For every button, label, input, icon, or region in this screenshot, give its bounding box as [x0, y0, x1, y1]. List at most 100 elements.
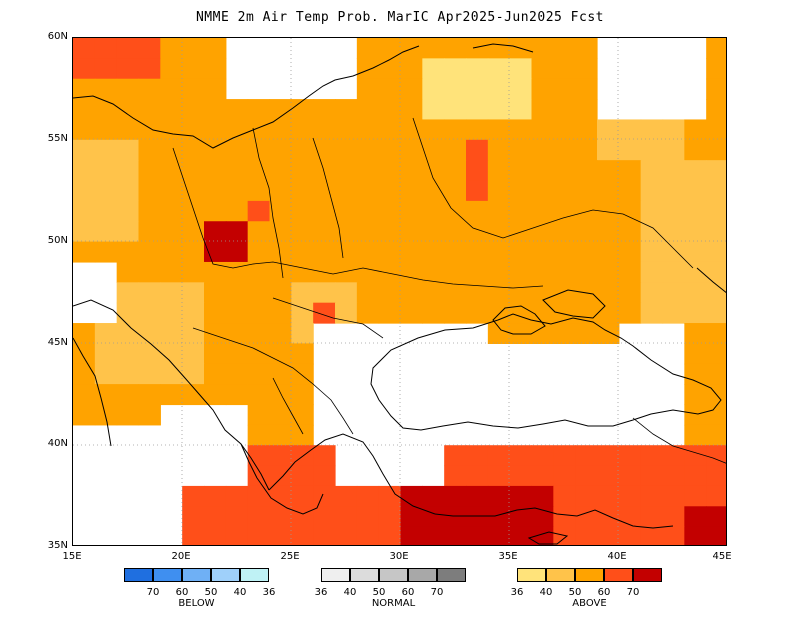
probability-cell — [138, 363, 161, 385]
probability-cell — [378, 506, 402, 528]
probability-cell — [116, 119, 140, 141]
probability-cell — [466, 302, 489, 324]
probability-cell — [269, 323, 292, 344]
probability-cell — [94, 119, 118, 141]
probability-cell — [269, 160, 292, 182]
probability-cell — [269, 241, 292, 263]
probability-cell — [531, 58, 554, 80]
probability-cell — [247, 200, 271, 222]
probability-cell — [509, 58, 533, 80]
probability-cell — [618, 139, 642, 161]
probability-cell — [94, 78, 118, 100]
probability-cell — [553, 526, 576, 545]
probability-cell — [204, 119, 227, 141]
probability-cell — [225, 506, 249, 528]
lat-label-45n: 45N — [47, 337, 68, 348]
legend-normal-swatch — [408, 568, 437, 582]
probability-cell — [291, 221, 314, 243]
probability-cell — [335, 526, 358, 545]
probability-cell — [116, 221, 140, 243]
probability-cell — [640, 485, 664, 507]
probability-cell — [204, 384, 227, 406]
probability-cell — [444, 160, 467, 182]
finland-coast — [472, 43, 534, 53]
probability-cell — [466, 241, 489, 263]
probability-cell — [247, 221, 271, 243]
probability-cell — [225, 200, 249, 222]
probability-cell — [116, 139, 140, 161]
probability-cell — [662, 485, 685, 507]
probability-cell — [247, 445, 271, 467]
probability-cell — [706, 302, 726, 324]
probability-cell — [487, 485, 511, 507]
probability-cell — [509, 78, 533, 100]
probability-cell — [400, 119, 423, 141]
probability-cell — [160, 139, 183, 161]
probability-cell — [269, 200, 292, 222]
border-line — [252, 127, 284, 279]
probability-cell — [444, 526, 467, 545]
probability-cell — [684, 506, 707, 528]
probability-cell — [291, 139, 314, 161]
probability-cell — [247, 160, 271, 182]
probability-cell — [575, 526, 598, 545]
probability-cell — [204, 58, 227, 80]
legend-tick: 60 — [175, 587, 189, 598]
probability-cell — [247, 139, 271, 161]
probability-cell — [378, 302, 402, 324]
probability-cell — [662, 506, 685, 528]
probability-cell — [225, 343, 249, 365]
probability-cell — [575, 465, 598, 487]
probability-cell — [640, 200, 664, 222]
probability-cell — [618, 526, 642, 545]
probability-cell — [356, 282, 380, 304]
probability-cell — [204, 160, 227, 182]
probability-cell — [94, 363, 118, 385]
probability-cell — [575, 241, 598, 263]
probability-cell — [553, 445, 576, 467]
probability-cell — [706, 404, 726, 426]
probability-cell — [116, 261, 140, 283]
probability-cell — [313, 221, 336, 243]
probability-cell — [509, 200, 533, 222]
legend-normal-swatch — [437, 568, 466, 582]
legend-tick: 36 — [262, 587, 276, 598]
probability-cell — [444, 465, 467, 487]
probability-cell — [138, 160, 161, 182]
probability-cell — [553, 200, 576, 222]
probability-cell — [400, 485, 423, 507]
probability-cell — [662, 302, 685, 324]
probability-cell — [706, 119, 726, 141]
probability-cell — [247, 302, 271, 324]
probability-cell — [531, 506, 554, 528]
italy-coast — [73, 337, 112, 447]
probability-cell — [553, 261, 576, 283]
black-sea-coast — [370, 313, 722, 431]
probability-cell — [269, 384, 292, 406]
probability-cell — [553, 58, 576, 80]
probability-cell — [531, 78, 554, 100]
probability-cell — [94, 384, 118, 406]
probability-cell — [575, 506, 598, 528]
probability-cell — [356, 38, 380, 59]
crimea-coast — [492, 305, 546, 335]
probability-cell — [640, 139, 664, 161]
probability-cell — [313, 526, 336, 545]
probability-cell — [684, 200, 707, 222]
legend-normal-swatch — [379, 568, 408, 582]
border-line — [272, 377, 304, 435]
probability-cell — [204, 302, 227, 324]
probability-cell — [487, 302, 511, 324]
probability-cell — [706, 465, 726, 487]
probability-cell — [356, 180, 380, 202]
probability-cell — [618, 261, 642, 283]
probability-cell — [706, 445, 726, 467]
border-line — [192, 327, 354, 435]
probability-cell — [116, 58, 140, 80]
probability-cell — [618, 302, 642, 324]
probability-cell — [487, 323, 511, 344]
probability-cell — [706, 363, 726, 385]
lon-label-15e: 15E — [62, 551, 82, 562]
probability-cell — [553, 485, 576, 507]
legend-below-swatch — [153, 568, 182, 582]
